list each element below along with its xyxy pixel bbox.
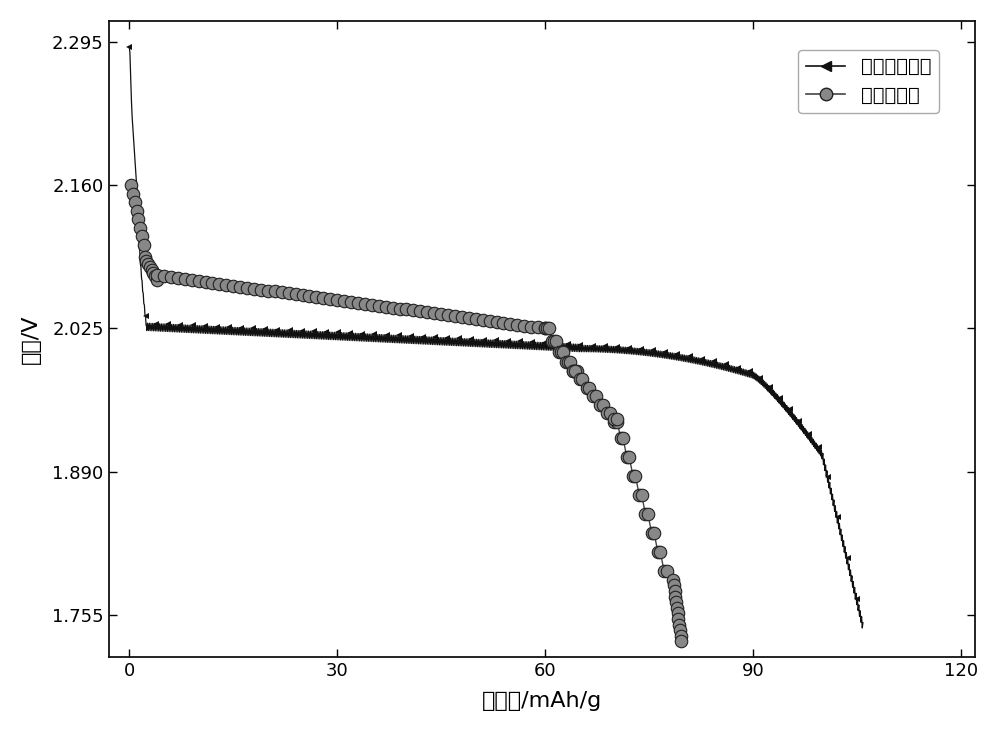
Legend: 壳聚糖为碳源, 碳黑为碳源: 壳聚糖为碳源, 碳黑为碳源 — [798, 50, 939, 113]
X-axis label: 比容量/mAh/g: 比容量/mAh/g — [481, 691, 602, 712]
Y-axis label: 电压/V: 电压/V — [21, 314, 41, 364]
